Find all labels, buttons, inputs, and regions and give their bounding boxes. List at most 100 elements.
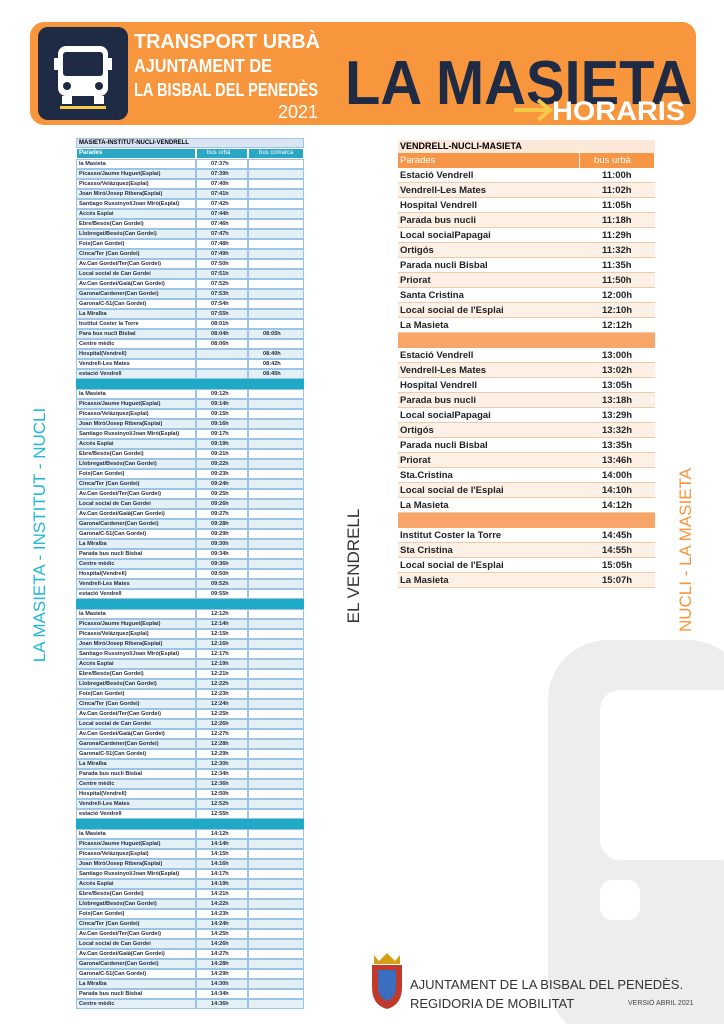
departure-time: 07:48h: [196, 239, 248, 249]
header-line: TRANSPORT URBÀ: [134, 30, 320, 53]
departure-time: [248, 309, 304, 319]
stop-name: Cinca/Ter (Can Gordei): [76, 699, 196, 709]
departure-time: 09:17h: [196, 429, 248, 439]
departure-time: [248, 869, 304, 879]
departure-time: [248, 499, 304, 509]
departure-time: 14:21h: [196, 889, 248, 899]
departure-time: [248, 199, 304, 209]
departure-time: 09:52h: [196, 579, 248, 589]
stop-name: Picasso/Velázquez(Esplai): [76, 409, 196, 419]
departure-time: [248, 739, 304, 749]
departure-time: 08:40h: [248, 349, 304, 359]
stop-name: Local social de l'Esplai: [398, 303, 580, 318]
stop-name: Garona/C-51(Can Gordei): [76, 969, 196, 979]
departure-time: 13:29h: [580, 408, 655, 423]
stop-name: Centre mèdic: [76, 339, 196, 349]
departure-time: 07:44h: [196, 209, 248, 219]
stop-name: Local social de Can Gordei: [76, 499, 196, 509]
departure-time: 14:15h: [196, 849, 248, 859]
stop-name: Av.Can Gordei/Ter(Can Gordei): [76, 929, 196, 939]
stop-name: Garona/Cardener(Can Gordei): [76, 739, 196, 749]
departure-time: [248, 839, 304, 849]
stop-name: Av.Can Gordei/Gaià(Can Gordei): [76, 509, 196, 519]
departure-time: [248, 189, 304, 199]
stop-name: Joan Miró/Josep Ribera(Esplai): [76, 859, 196, 869]
departure-time: 13:02h: [580, 363, 655, 378]
stop-name: Hospital(Vendrell): [76, 349, 196, 359]
departure-time: 12:29h: [196, 749, 248, 759]
departure-time: 14:19h: [196, 879, 248, 889]
departure-time: [248, 949, 304, 959]
departure-time: 07:37h: [196, 159, 248, 169]
stop-name: Parada bus nucli Bisbal: [76, 769, 196, 779]
departure-time: 12:23h: [196, 689, 248, 699]
stop-name: La Masieta: [398, 318, 580, 333]
stop-name: La Miralba: [76, 759, 196, 769]
departure-time: 09:36h: [196, 559, 248, 569]
stop-name: Garona/C-51(Can Gordei): [76, 529, 196, 539]
departure-time: [248, 879, 304, 889]
bus-icon-detail: [63, 52, 103, 90]
stop-name: La Miralba: [76, 539, 196, 549]
departure-time: 14:34h: [196, 989, 248, 999]
stop-name: Santiago Russinyol/Joan Miró(Esplai): [76, 869, 196, 879]
stop-name: Centre mèdic: [76, 559, 196, 569]
stop-name: Sta Cristina: [398, 543, 580, 558]
departure-time: 14:22h: [196, 899, 248, 909]
departure-time: [248, 649, 304, 659]
departure-time: 13:32h: [580, 423, 655, 438]
departure-time: 09:16h: [196, 419, 248, 429]
header-banner: [30, 22, 696, 125]
departure-time: [248, 559, 304, 569]
departure-time: [248, 549, 304, 559]
stop-name: Ortigós: [398, 423, 580, 438]
departure-time: [248, 659, 304, 669]
departure-time: [196, 369, 248, 379]
departure-time: [248, 469, 304, 479]
stop-name: Garona/Cardener(Can Gordei): [76, 519, 196, 529]
stop-name: Santiago Russinyol/Joan Miró(Esplai): [76, 429, 196, 439]
departure-time: 11:05h: [580, 198, 655, 213]
departure-time: [248, 719, 304, 729]
departure-time: 09:22h: [196, 459, 248, 469]
departure-time: [248, 569, 304, 579]
departure-time: 08:06h: [196, 339, 248, 349]
departure-time: [248, 509, 304, 519]
departure-time: [248, 279, 304, 289]
departure-time: 13:35h: [580, 438, 655, 453]
departure-time: [248, 889, 304, 899]
departure-time: [248, 669, 304, 679]
stop-name: La Miralba: [76, 979, 196, 989]
departure-time: [196, 359, 248, 369]
departure-time: [248, 729, 304, 739]
stop-name: Picasso/Velázquez(Esplai): [76, 179, 196, 189]
stop-name: Accés Esplai: [76, 879, 196, 889]
stop-name: Institut Coster la Torre: [76, 319, 196, 329]
bus-watermark-windows: [600, 690, 724, 920]
departure-time: 12:55h: [196, 809, 248, 819]
stop-name: Hospital(Vendrell): [76, 789, 196, 799]
departure-time: [248, 909, 304, 919]
departure-time: [248, 999, 304, 1009]
stop-name: la Masieta: [76, 609, 196, 619]
departure-time: 12:25h: [196, 709, 248, 719]
departure-time: [248, 529, 304, 539]
departure-time: 12:30h: [196, 759, 248, 769]
departure-time: 13:00h: [580, 348, 655, 363]
separator-row: [76, 379, 304, 389]
departure-time: 07:55h: [196, 309, 248, 319]
departure-time: [248, 789, 304, 799]
stop-name: Parada bus nucli Bisbal: [76, 549, 196, 559]
departure-time: 09:27h: [196, 509, 248, 519]
departure-time: 15:07h: [580, 573, 655, 588]
stop-name: estació Vendrell: [76, 369, 196, 379]
stop-name: Picasso/Velázquez(Esplai): [76, 849, 196, 859]
stop-name: La Masieta: [398, 573, 580, 588]
departure-time: [248, 209, 304, 219]
departure-time: [248, 849, 304, 859]
column-header: bus urbà: [580, 153, 655, 168]
departure-time: 12:10h: [580, 303, 655, 318]
departure-time: 12:12h: [196, 609, 248, 619]
departure-time: 14:36h: [196, 999, 248, 1009]
departure-time: 11:35h: [580, 258, 655, 273]
